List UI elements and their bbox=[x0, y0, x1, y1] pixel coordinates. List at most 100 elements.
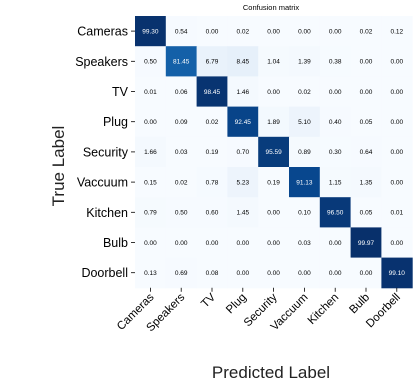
heatmap-cell bbox=[319, 197, 352, 228]
cell-value-label: 0.00 bbox=[360, 59, 373, 66]
heatmap-cell bbox=[165, 136, 198, 168]
heatmap-cell bbox=[319, 16, 352, 47]
cell-value-label: 91.13 bbox=[296, 179, 313, 186]
cell-value-label: 0.00 bbox=[267, 89, 280, 96]
heatmap-cell bbox=[319, 227, 352, 259]
heatmap-cell bbox=[227, 106, 259, 138]
cell-value-label: 0.10 bbox=[298, 210, 311, 217]
heatmap-cells: 99.30 0.54 0.00 0.02 0.00 0.00 0.00 0.02 0.12 0.5… bbox=[135, 16, 413, 289]
heatmap-cell bbox=[227, 227, 259, 259]
heatmap-cell bbox=[289, 136, 321, 168]
x-tick-label: Doorbell bbox=[364, 291, 403, 330]
heatmap-cell bbox=[227, 167, 259, 198]
y-tick-label: Bulb bbox=[103, 236, 128, 250]
cell-value-label: 0.00 bbox=[360, 89, 373, 96]
heatmap-cell bbox=[135, 136, 167, 168]
heatmap-cell bbox=[135, 106, 167, 138]
y-axis-label: True Label bbox=[49, 126, 68, 207]
cell-value-label: 92.45 bbox=[235, 119, 252, 126]
x-axis-label: Predicted Label bbox=[212, 363, 330, 382]
y-tick-label: Security bbox=[83, 145, 129, 159]
cell-value-label: 98.45 bbox=[204, 89, 221, 96]
cell-value-label: 0.00 bbox=[390, 59, 403, 66]
cell-value-label: 1.45 bbox=[236, 210, 249, 217]
heatmap-cell bbox=[350, 197, 382, 228]
heatmap-cell bbox=[319, 136, 352, 168]
heatmap-cell bbox=[165, 227, 198, 259]
heatmap-cell bbox=[135, 16, 167, 47]
y-tick-label: TV bbox=[112, 85, 129, 99]
heatmap-cell bbox=[289, 197, 321, 228]
cell-value-label: 0.00 bbox=[267, 270, 280, 277]
cell-value-label: 95.59 bbox=[265, 149, 282, 156]
heatmap-cell bbox=[196, 197, 228, 228]
heatmap-cell bbox=[196, 136, 228, 168]
heatmap-cell bbox=[135, 46, 167, 77]
heatmap-cell bbox=[165, 76, 198, 108]
heatmap-cell bbox=[381, 106, 413, 138]
heatmap-cell bbox=[196, 16, 228, 47]
cell-value-label: 0.70 bbox=[236, 149, 249, 156]
cell-value-label: 0.00 bbox=[390, 240, 403, 247]
cell-value-label: 0.02 bbox=[175, 179, 188, 186]
x-tick-label: Bulb bbox=[347, 291, 372, 316]
cell-value-label: 0.02 bbox=[298, 89, 311, 96]
cell-value-label: 0.03 bbox=[175, 149, 188, 156]
cell-value-label: 8.45 bbox=[236, 59, 249, 66]
cell-value-label: 0.05 bbox=[360, 119, 373, 126]
heatmap-cell bbox=[227, 16, 259, 47]
cell-value-label: 0.50 bbox=[144, 59, 157, 66]
cell-value-label: 0.00 bbox=[298, 28, 311, 35]
cell-value-label: 0.64 bbox=[360, 149, 373, 156]
heatmap-cell bbox=[381, 16, 413, 47]
heatmap-cell bbox=[381, 76, 413, 108]
cell-value-label: 1.46 bbox=[236, 89, 249, 96]
heatmap-cell bbox=[258, 167, 290, 198]
cell-value-label: 0.02 bbox=[236, 28, 249, 35]
cell-value-label: 0.02 bbox=[360, 28, 373, 35]
heatmap-cell bbox=[258, 257, 290, 289]
heatmap-cell bbox=[289, 257, 321, 289]
cell-value-label: 0.00 bbox=[360, 270, 373, 277]
heatmap-cell bbox=[289, 227, 321, 259]
heatmap-cell bbox=[258, 16, 290, 47]
cell-value-label: 0.00 bbox=[267, 28, 280, 35]
y-tick-label: Vaccuum bbox=[77, 176, 128, 190]
cell-value-label: 5.10 bbox=[298, 119, 311, 126]
heatmap-cell bbox=[258, 227, 290, 259]
cell-value-label: 0.19 bbox=[267, 179, 280, 186]
cell-value-label: 0.00 bbox=[390, 119, 403, 126]
cell-value-label: 0.00 bbox=[390, 149, 403, 156]
heatmap-cell bbox=[196, 46, 228, 77]
heatmap-cell bbox=[289, 167, 321, 198]
heatmap-cell bbox=[289, 76, 321, 108]
heatmap-cell bbox=[196, 227, 228, 259]
heatmap-cell bbox=[135, 227, 167, 259]
cell-value-label: 0.00 bbox=[329, 28, 342, 35]
heatmap-cell bbox=[319, 46, 352, 77]
heatmap-cell bbox=[258, 136, 290, 168]
cell-value-label: 6.79 bbox=[206, 59, 219, 66]
cell-value-label: 0.03 bbox=[298, 240, 311, 247]
cell-value-label: 5.23 bbox=[236, 179, 249, 186]
y-tick-label: Kitchen bbox=[86, 206, 128, 220]
cell-value-label: 0.00 bbox=[206, 240, 219, 247]
heatmap-cell bbox=[350, 46, 382, 77]
heatmap-cell bbox=[165, 197, 198, 228]
cell-value-label: 81.45 bbox=[173, 59, 190, 66]
cell-value-label: 0.00 bbox=[236, 270, 249, 277]
heatmap-cell bbox=[381, 46, 413, 77]
cell-value-label: 0.12 bbox=[390, 28, 403, 35]
heatmap-cell bbox=[319, 106, 352, 138]
heatmap-cell bbox=[289, 16, 321, 47]
cell-value-label: 0.01 bbox=[144, 89, 157, 96]
cell-value-label: 1.15 bbox=[329, 179, 342, 186]
y-tick-label: Speakers bbox=[75, 55, 128, 69]
cell-value-label: 0.60 bbox=[206, 210, 219, 217]
cell-value-label: 0.89 bbox=[298, 149, 311, 156]
heatmap-cell bbox=[289, 106, 321, 138]
heatmap-cell bbox=[135, 257, 167, 289]
cell-value-label: 0.00 bbox=[236, 240, 249, 247]
heatmap-cell bbox=[319, 167, 352, 198]
heatmap-cell bbox=[258, 46, 290, 77]
